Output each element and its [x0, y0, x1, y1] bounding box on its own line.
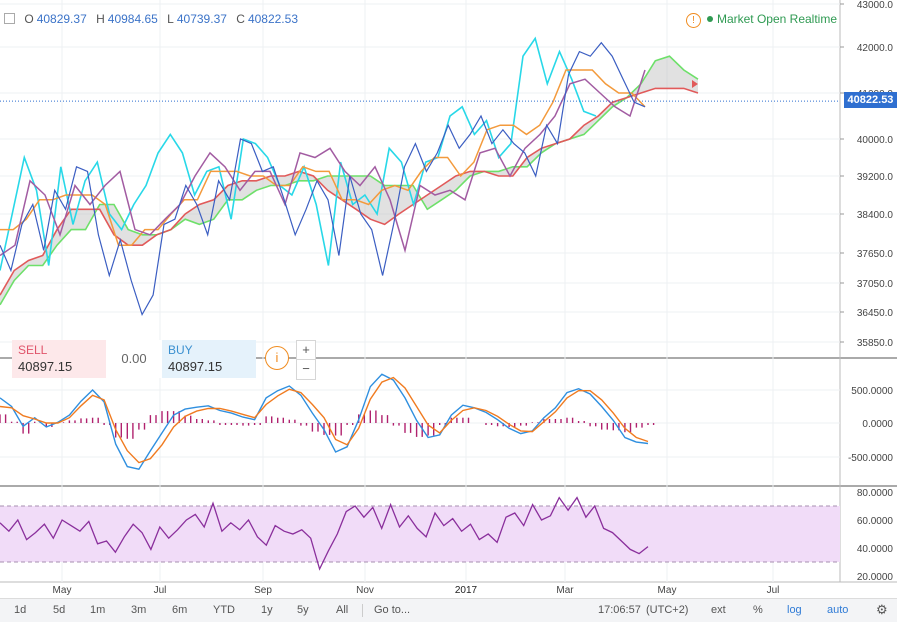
zoom-out-button[interactable]: −	[302, 361, 310, 376]
rsi-tick-label: 60.0000	[857, 516, 894, 527]
range-1d-button[interactable]: 1d	[14, 604, 27, 616]
price-tick-label: 35850.0	[857, 338, 894, 349]
rsi-line	[0, 496, 649, 571]
macd-tick-label: -500.0000	[848, 453, 893, 464]
ohlc-close-key: C	[236, 12, 245, 26]
chikou-line	[0, 69, 646, 257]
rsi-band	[0, 506, 840, 562]
price-line	[0, 41, 646, 316]
zoom-control: + −	[296, 340, 316, 380]
warning-icon[interactable]: !	[685, 13, 701, 28]
status-dot-icon	[706, 16, 713, 22]
market-status-text: Market Open Realtime	[716, 12, 837, 26]
span-end-marker	[692, 80, 698, 88]
last-price-tag: 40822.53	[844, 92, 897, 108]
range-5d-button[interactable]: 5d	[53, 604, 66, 616]
auto-toggle[interactable]: auto	[827, 604, 849, 616]
kijun-line	[0, 69, 646, 246]
info-icon[interactable]: i	[265, 346, 289, 370]
x-tick-label: Jul	[767, 585, 780, 596]
ohlc-open-value: 40829.37	[36, 12, 87, 26]
price-tick-label: 43000.0	[857, 0, 894, 11]
collapse-legend-icon[interactable]	[4, 13, 15, 24]
rsi-tick-label: 20.0000	[857, 572, 894, 583]
x-tick-label: Sep	[254, 585, 272, 596]
x-tick-label: 2017	[455, 585, 478, 596]
x-tick-label: Mar	[556, 585, 574, 596]
range-all-button[interactable]: All	[336, 604, 349, 616]
goto-button[interactable]: Go to...	[374, 604, 411, 616]
price-tick-label: 37050.0	[857, 279, 894, 290]
ohlc-low-value: 40739.37	[176, 12, 227, 26]
toolbar-divider	[362, 604, 363, 617]
ext-toggle[interactable]: ext	[711, 604, 726, 616]
price-tick-label: 42000.0	[857, 43, 894, 54]
ohlc-legend: O 40829.37 H 40984.65 L 40739.37 C 40822.53	[4, 12, 298, 26]
ohlc-close-value: 40822.53	[247, 12, 298, 26]
range-1y-button[interactable]: 1y	[261, 604, 273, 616]
x-tick-label: May	[658, 585, 677, 596]
buy-button[interactable]: BUY 40897.15	[162, 340, 256, 378]
ohlc-open-key: O	[24, 12, 34, 26]
spread-value: 0.00	[106, 340, 162, 378]
timezone-button[interactable]: (UTC+2)	[646, 604, 689, 616]
zoom-in-button[interactable]: +	[297, 341, 315, 360]
range-5y-button[interactable]: 5y	[297, 604, 309, 616]
chart-canvas[interactable]: May Jul Sep Nov 2017 Mar May Jul 43000.0 42000.0 4…	[0, 0, 897, 598]
price-tick-label: 38400.0	[857, 210, 894, 221]
sell-button[interactable]: SELL 40897.15	[12, 340, 106, 378]
trade-widget: SELL 40897.15 0.00 BUY 40897.15	[12, 340, 256, 378]
ohlc-low-key: L	[167, 12, 174, 26]
x-tick-label: Jul	[154, 585, 167, 596]
macd-tick-label: 500.0000	[851, 386, 893, 397]
range-6m-button[interactable]: 6m	[172, 604, 188, 616]
sell-price: 40897.15	[18, 359, 73, 374]
rsi-tick-label: 40.0000	[857, 544, 894, 555]
signal-line	[0, 376, 649, 464]
sell-label: SELL	[18, 343, 48, 357]
price-tick-label: 40000.0	[857, 135, 894, 146]
ohlc-high-key: H	[96, 12, 105, 26]
x-tick-label: May	[53, 585, 72, 596]
range-3m-button[interactable]: 3m	[131, 604, 147, 616]
price-tick-label: 39200.0	[857, 172, 894, 183]
log-toggle[interactable]: log	[787, 604, 802, 616]
rsi-tick-label: 80.0000	[857, 488, 894, 499]
macd-tick-label: 0.0000	[862, 419, 893, 430]
x-tick-label: Nov	[356, 585, 374, 596]
price-tick-label: 37650.0	[857, 249, 894, 260]
tenkan-line	[0, 36, 597, 271]
market-status: ! Market Open Realtime	[685, 12, 837, 28]
bottom-toolbar: 1d 5d 1m 3m 6m YTD 1y 5y All Go to... 17…	[0, 598, 897, 622]
range-1m-button[interactable]: 1m	[90, 604, 106, 616]
price-tick-label: 36450.0	[857, 308, 894, 319]
settings-gear-icon[interactable]: ⚙	[876, 602, 888, 617]
ohlc-high-value: 40984.65	[107, 12, 158, 26]
range-ytd-button[interactable]: YTD	[213, 604, 235, 616]
clock-time: 17:06:57	[598, 604, 641, 616]
buy-label: BUY	[168, 343, 193, 357]
macd-line	[0, 373, 649, 470]
percent-toggle[interactable]: %	[753, 604, 763, 616]
buy-price: 40897.15	[168, 359, 223, 374]
